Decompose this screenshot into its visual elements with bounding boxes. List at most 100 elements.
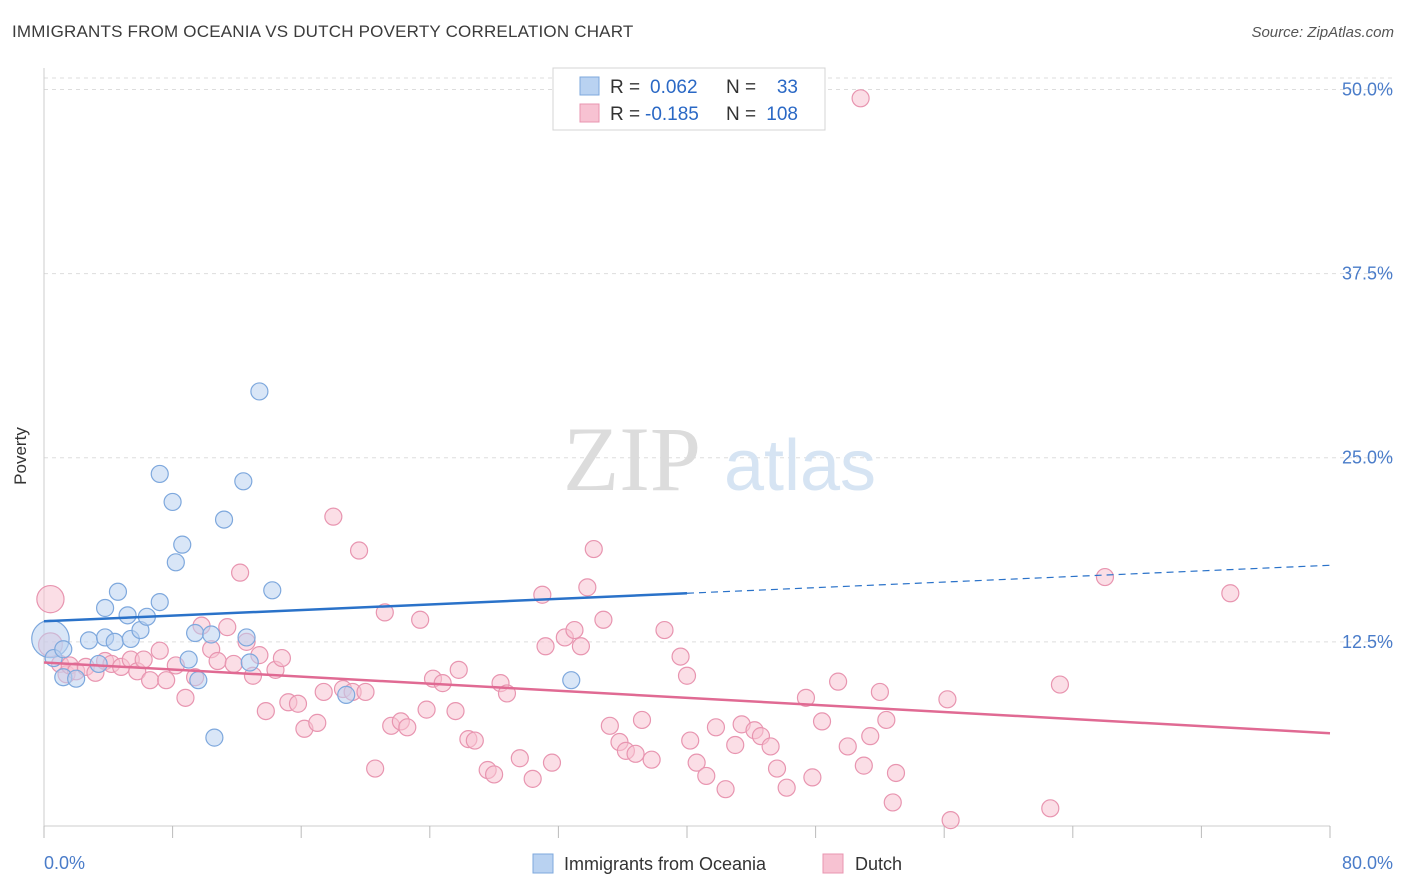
dutch-point xyxy=(523,769,542,788)
oceania-point xyxy=(166,553,185,572)
dutch-r-label: R = xyxy=(610,104,640,125)
axes: 12.5% 25.0% 37.5% 50.0% 0.0% 80.0% xyxy=(43,68,1393,873)
oceania-point xyxy=(54,640,73,659)
oceania-r-value: 0.062 xyxy=(650,77,698,98)
oceania-point xyxy=(67,669,86,688)
dutch-point xyxy=(642,750,661,769)
dutch-point xyxy=(157,671,176,690)
dutch-point xyxy=(446,701,465,721)
chart-title: IMMIGRANTS FROM OCEANIA VS DUTCH POVERTY… xyxy=(12,22,634,41)
dutch-point xyxy=(838,737,857,756)
dutch-point xyxy=(272,648,292,668)
dutch-point xyxy=(150,641,169,660)
oceania-point xyxy=(263,581,282,600)
oceania-point xyxy=(234,472,253,491)
dutch-point xyxy=(671,647,690,666)
dutch-point xyxy=(829,672,848,691)
dutch-point xyxy=(803,768,822,787)
oceania-point xyxy=(250,382,269,401)
oceania-point xyxy=(237,628,256,647)
dutch-point xyxy=(861,727,880,746)
oceania-point xyxy=(240,653,259,672)
dutch-legend-swatch xyxy=(579,103,600,123)
dutch-point xyxy=(324,507,343,526)
dutch-point xyxy=(626,744,645,763)
dutch-point xyxy=(349,541,369,560)
watermark: ZIP atlas xyxy=(563,408,876,510)
dutch-point xyxy=(767,759,787,778)
bottom-legend-oceania-swatch xyxy=(532,853,554,874)
oceania-point xyxy=(150,464,169,484)
dutch-point xyxy=(208,651,227,671)
dutch-point xyxy=(761,737,780,756)
dutch-point xyxy=(600,716,619,735)
dutch-point xyxy=(510,749,529,768)
dutch-n-label: N = xyxy=(726,104,756,125)
dutch-point xyxy=(1095,567,1115,587)
dutch-point xyxy=(536,637,555,656)
dutch-point xyxy=(777,778,796,797)
dutch-point xyxy=(677,666,697,685)
dutch-point xyxy=(632,710,652,730)
oceania-point xyxy=(205,728,224,747)
dutch-point xyxy=(571,637,591,656)
dutch-point xyxy=(941,811,960,830)
dutch-point xyxy=(578,578,597,597)
trend-lines xyxy=(43,564,1331,735)
dutch-point xyxy=(886,763,906,783)
dutch-point xyxy=(594,610,613,629)
dutch-point xyxy=(877,710,896,730)
dutch-point xyxy=(565,620,584,640)
oceania-point xyxy=(79,631,99,650)
dutch-r-value: -0.185 xyxy=(645,104,699,125)
dutch-point xyxy=(584,539,603,559)
oceania-point xyxy=(214,510,234,529)
oceania-point xyxy=(179,650,198,669)
watermark-atlas: atlas xyxy=(724,426,876,506)
dutch-point xyxy=(314,682,333,702)
dutch-point xyxy=(726,735,745,755)
dutch-point xyxy=(706,718,726,737)
oceania-legend-swatch xyxy=(579,76,600,96)
x-tick-label-max: 80.0% xyxy=(1342,853,1393,873)
dutch-point xyxy=(140,671,160,690)
oceania-n-value: 33 xyxy=(777,77,798,98)
dutch-point xyxy=(449,660,468,679)
y-tick-label: 37.5% xyxy=(1342,264,1393,284)
y-tick-label: 50.0% xyxy=(1342,79,1393,99)
dutch-point xyxy=(655,620,674,640)
oceania-n-label: N = xyxy=(726,77,756,98)
oceania-point xyxy=(150,592,169,612)
stats-legend: R = 0.062 N = 33 R = -0.185 N = 108 xyxy=(552,67,826,131)
dutch-point xyxy=(398,718,417,737)
dutch-point xyxy=(1050,675,1070,694)
dutch-point xyxy=(134,650,153,669)
dutch-trend-line xyxy=(43,661,1331,735)
chart-source: Source: ZipAtlas.com xyxy=(1251,24,1394,41)
dutch-point xyxy=(1221,584,1240,603)
dutch-point xyxy=(716,780,735,799)
oceania-point xyxy=(202,625,221,644)
oceania-point xyxy=(108,582,128,601)
dutch-point xyxy=(375,603,394,622)
dutch-point xyxy=(417,700,436,719)
y-tick-label: 12.5% xyxy=(1342,632,1393,652)
grid xyxy=(44,77,1392,643)
y-axis-label: Poverty xyxy=(11,427,30,485)
oceania-point xyxy=(163,492,182,512)
dutch-point xyxy=(308,713,327,732)
dutch-point xyxy=(687,753,706,772)
oceania-point xyxy=(189,671,208,690)
bottom-legend: Immigrants from Oceania Dutch xyxy=(532,853,902,874)
dutch-point xyxy=(176,688,195,707)
oceania-r-label: R = xyxy=(610,77,640,98)
oceania-point xyxy=(186,623,205,643)
oceania-point xyxy=(173,535,192,554)
dutch-point xyxy=(1041,799,1060,818)
dutch-point xyxy=(465,731,484,750)
oceania-point xyxy=(105,632,124,651)
dutch-point xyxy=(812,712,832,731)
oceania-trend-line xyxy=(43,592,688,623)
dutch-point xyxy=(218,618,237,637)
dutch-point xyxy=(231,563,250,582)
